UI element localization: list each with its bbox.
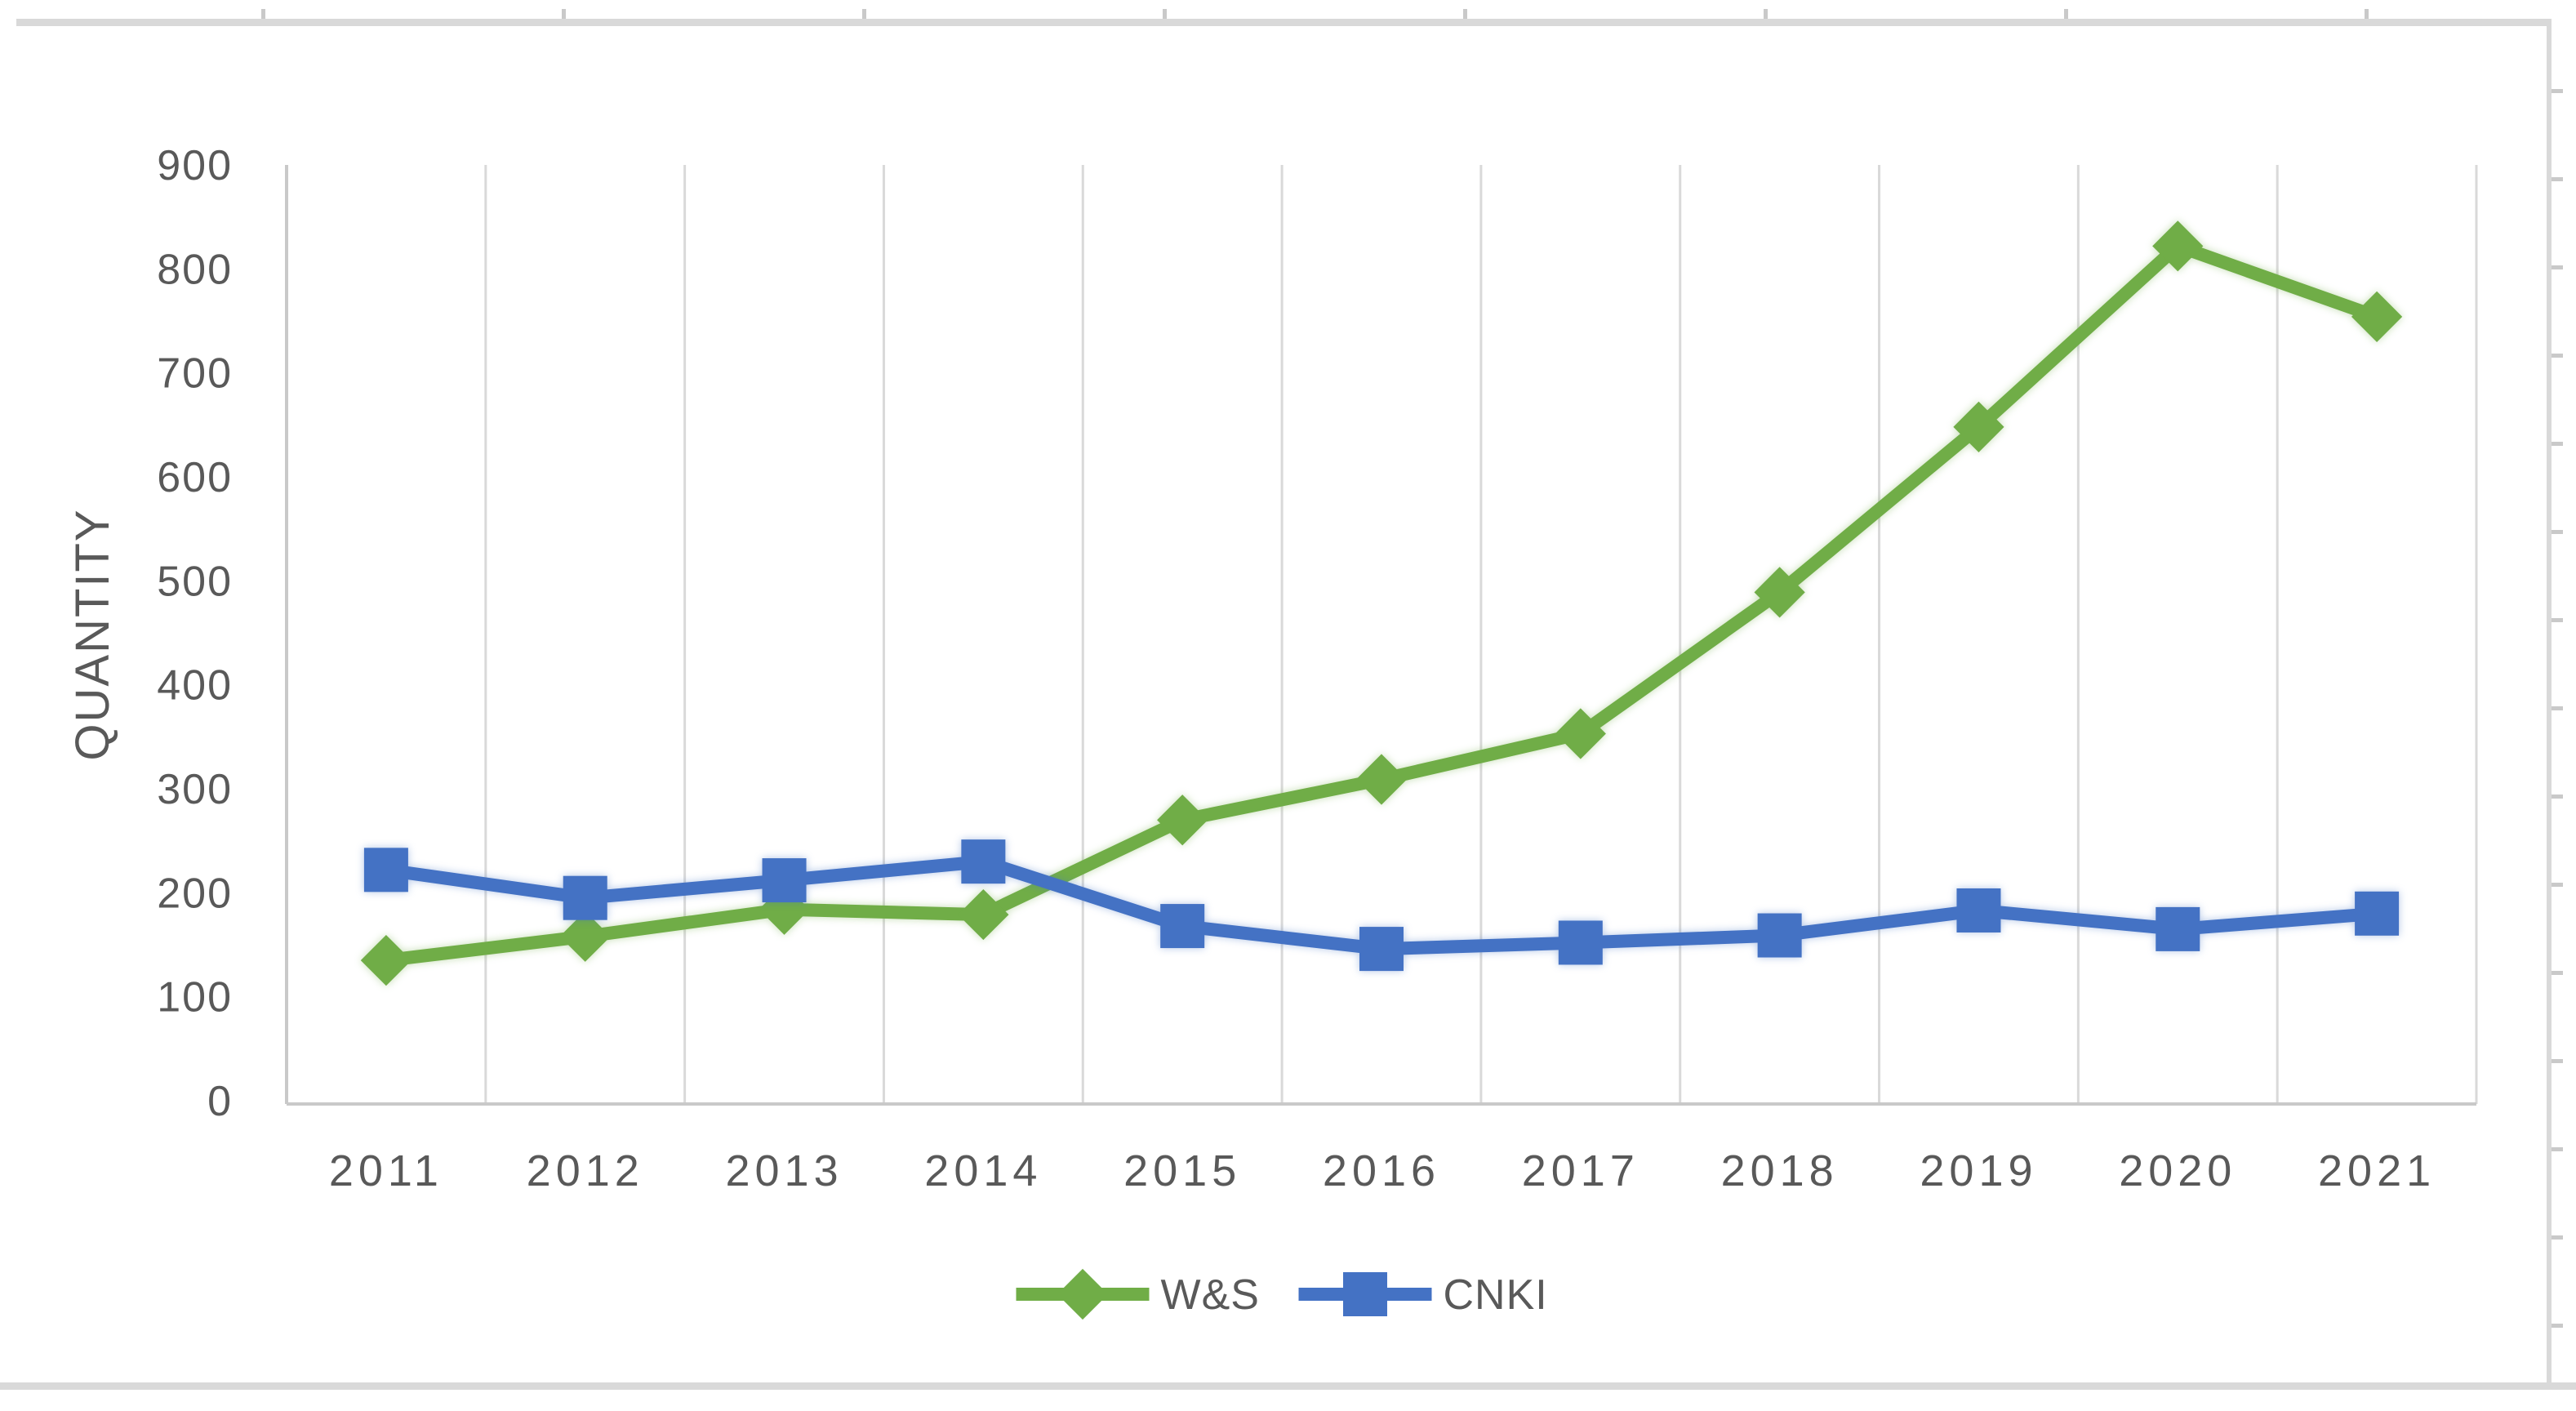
frame-right-tick: [2552, 530, 2563, 534]
frame-top-tick: [562, 9, 566, 19]
y-tick-label: 400: [157, 662, 233, 710]
y-axis-title: QUANTITY: [66, 508, 119, 760]
x-tick-label: 2021: [2318, 1146, 2436, 1195]
legend-label: W&S: [1161, 1271, 1260, 1319]
frame-right-tick: [2552, 706, 2563, 710]
y-tick-label: 700: [157, 350, 233, 398]
frame-top-tick: [2064, 9, 2068, 19]
page-frame-decor: [0, 9, 2576, 1390]
data-point-marker: [1160, 904, 1205, 949]
frame-top-border: [16, 19, 2547, 26]
data-point-marker: [559, 910, 611, 962]
x-tick-label: 2013: [725, 1146, 843, 1195]
frame-right-tick: [2552, 89, 2563, 93]
data-point-marker: [1157, 795, 1208, 846]
frame-right-border: [2547, 19, 2552, 1384]
frame-right-tick: [2552, 1324, 2563, 1328]
frame-top-tick: [261, 9, 265, 19]
frame-right-tick: [2552, 618, 2563, 622]
frame-top-tick: [1764, 9, 1768, 19]
plot-axes: [285, 165, 2476, 1106]
frame-top-tick: [1463, 9, 1467, 19]
x-tick-label: 2016: [1323, 1146, 1440, 1195]
data-point-marker: [1757, 913, 1802, 958]
frame-right-tick: [2552, 1059, 2563, 1063]
data-point-marker: [961, 839, 1006, 884]
x-tick-label: 2019: [1920, 1146, 2037, 1195]
frame-bottom-border: [0, 1382, 2576, 1390]
x-tick-label: 2020: [2119, 1146, 2236, 1195]
series-ws: [360, 220, 2403, 986]
legend-marker: [1343, 1272, 1387, 1316]
legend-label: CNKI: [1444, 1271, 1548, 1319]
data-point-marker: [363, 848, 408, 892]
legend-item-cnki: CNKI: [1298, 1271, 1548, 1319]
frame-right-tick: [2552, 883, 2563, 887]
frame-top-tick: [2365, 9, 2369, 19]
data-point-marker: [2355, 891, 2400, 936]
y-tick-label: 100: [157, 974, 233, 1022]
x-axis-tick-labels: 2011 2012 2013 2014 2015 2016 2017 2018 2019 2020…: [329, 1146, 2436, 1195]
frame-top-tick: [862, 9, 866, 19]
data-point-marker: [1555, 708, 1606, 759]
data-point-marker: [1359, 927, 1404, 972]
data-point-marker: [958, 888, 1009, 941]
data-point-marker: [1355, 754, 1408, 805]
data-point-marker: [2156, 906, 2200, 951]
data-point-marker: [2351, 291, 2403, 343]
legend-item-ws: W&S: [1016, 1268, 1260, 1320]
x-tick-label: 2017: [1522, 1146, 1639, 1195]
frame-right-tick: [2552, 177, 2563, 181]
x-tick-label: 2012: [527, 1146, 644, 1195]
series-cnki: [363, 839, 2400, 972]
y-tick-label: 800: [157, 246, 233, 293]
data-point-marker: [1956, 888, 2001, 933]
x-tick-label: 2015: [1123, 1146, 1241, 1195]
frame-right-tick: [2552, 1235, 2563, 1240]
y-tick-label: 0: [207, 1078, 233, 1125]
data-series: [360, 220, 2403, 986]
y-tick-label: 900: [157, 142, 233, 189]
data-point-marker: [563, 875, 607, 920]
data-point-marker: [1754, 567, 1805, 618]
frame-right-tick: [2552, 265, 2563, 269]
plot-gridlines: [285, 165, 2478, 1104]
data-point-marker: [762, 858, 807, 903]
y-tick-label: 600: [157, 454, 233, 501]
y-tick-label: 300: [157, 766, 233, 813]
frame-top-tick: [1163, 9, 1167, 19]
data-point-marker: [1558, 920, 1603, 965]
frame-right-tick: [2552, 442, 2563, 446]
y-tick-label: 200: [157, 870, 233, 917]
frame-right-tick: [2552, 354, 2563, 358]
legend-marker: [1057, 1268, 1109, 1320]
frame-right-tick: [2552, 795, 2563, 799]
y-tick-label: 500: [157, 558, 233, 605]
x-tick-label: 2018: [1721, 1146, 1839, 1195]
chart-legend: W&S CNKI: [1016, 1268, 1548, 1320]
data-point-marker: [360, 934, 412, 986]
frame-right-tick: [2552, 1147, 2563, 1151]
frame-right-tick: [2552, 971, 2563, 975]
y-axis-tick-labels: 0 100 200 300 400 500 600 700 800 900: [157, 142, 233, 1125]
x-tick-label: 2011: [329, 1146, 443, 1195]
x-tick-label: 2014: [924, 1146, 1042, 1195]
